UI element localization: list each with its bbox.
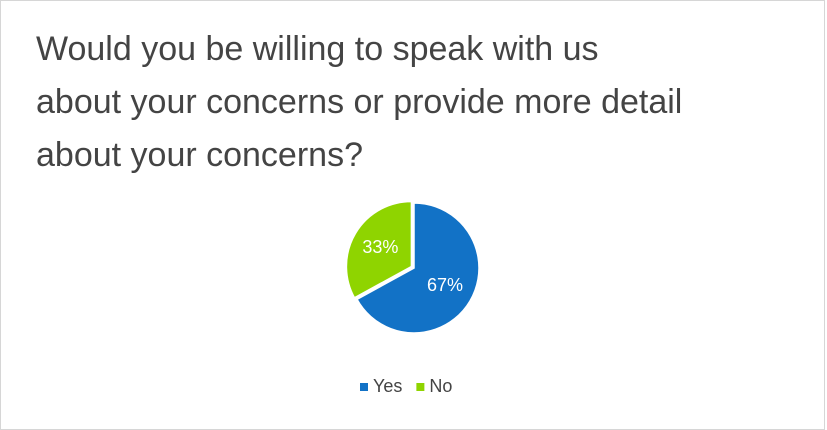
legend-label: No	[429, 376, 452, 396]
pie-slice	[356, 202, 480, 334]
legend-swatch	[360, 383, 368, 391]
chart-title: Would you be willing to speak with us ab…	[36, 30, 683, 174]
legend-swatch	[416, 383, 425, 391]
data-label: 33%	[362, 237, 398, 257]
data-label: 67%	[427, 275, 463, 295]
pie-slice	[345, 200, 413, 299]
legend-label: Yes	[373, 376, 402, 396]
